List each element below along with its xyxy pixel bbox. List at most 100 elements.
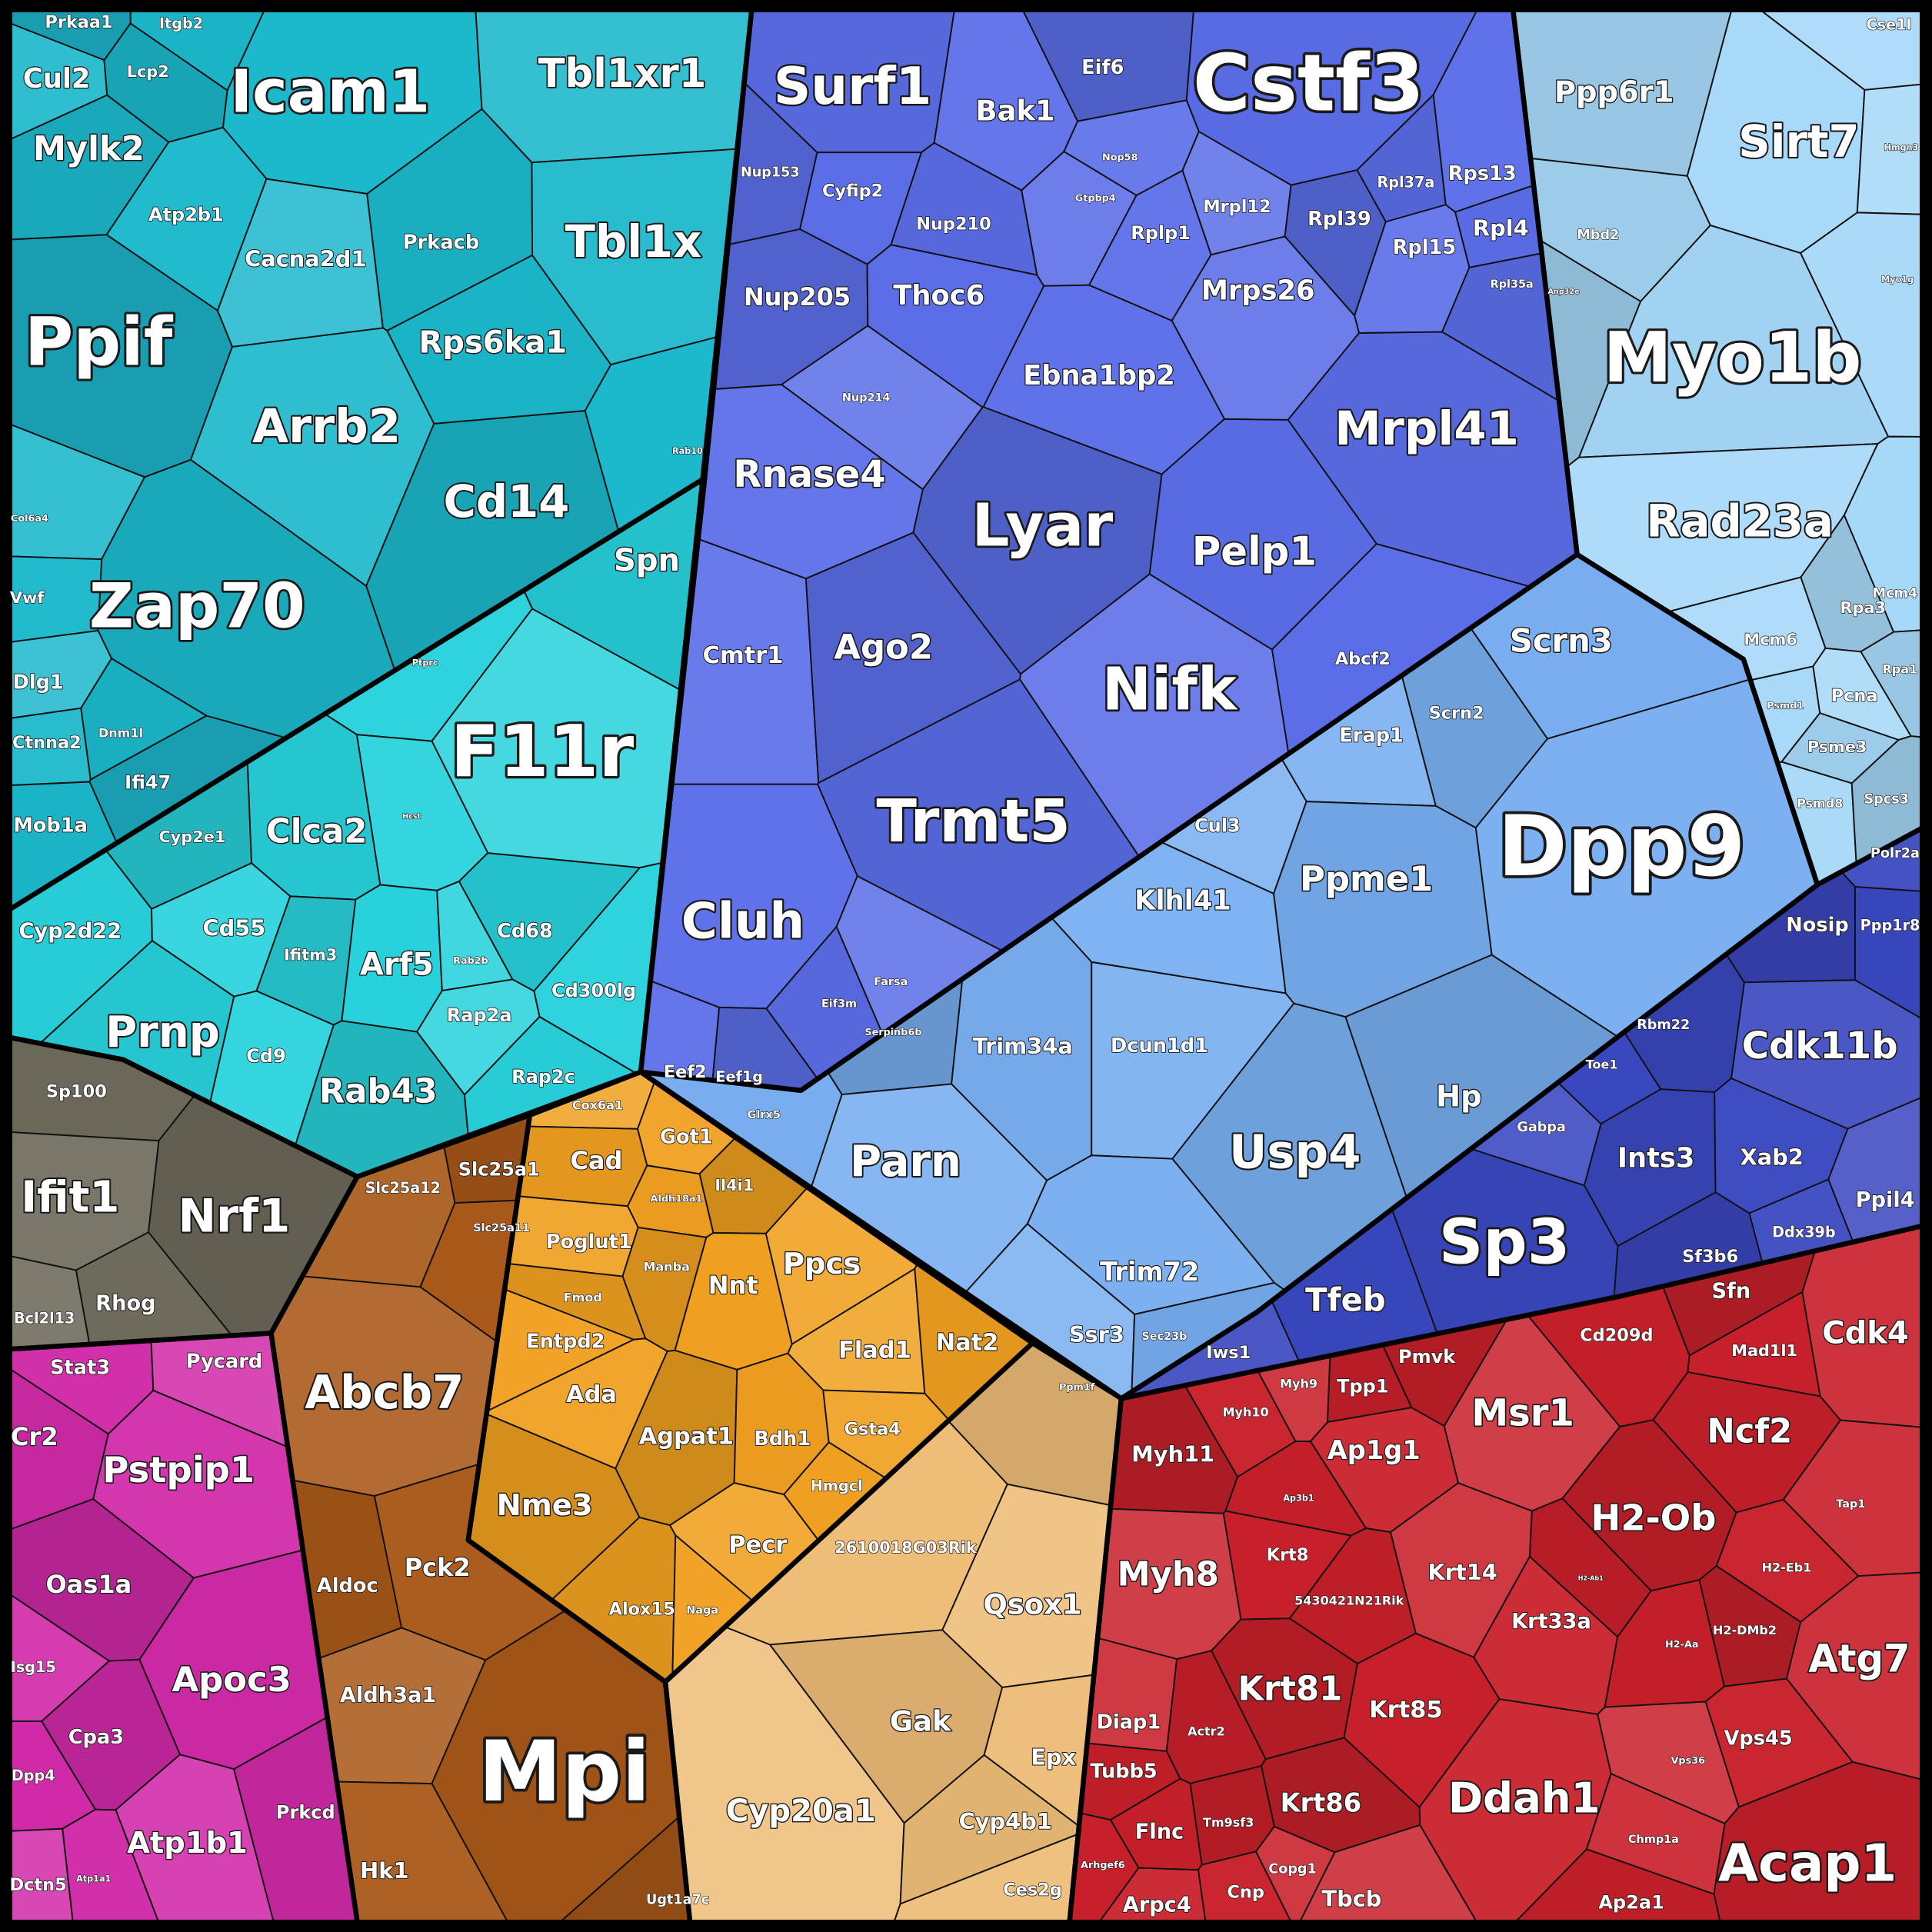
cell-label: Cyp2d22 [19,920,122,944]
cell-label: Thoc6 [893,280,984,311]
cell-label: Rps6ka1 [418,325,567,360]
cell-label: Psme3 [1807,738,1867,756]
cell-label: Nop58 [1102,152,1138,164]
cell-label: Cpa3 [68,1726,124,1749]
cell-label: Trim72 [1100,1257,1199,1287]
cell-label: Ada [566,1381,617,1408]
cell-label: Sf3b6 [1682,1247,1738,1267]
cell-label: H2-Ab1 [1578,1575,1604,1582]
cell-label: Ints3 [1617,1142,1695,1174]
cell-label: Myh9 [1280,1377,1317,1391]
cell-label: Cdk11b [1742,1024,1898,1068]
cell-label: Myh10 [1223,1404,1269,1419]
cell-label: Slc25a1 [458,1158,540,1180]
cell-label: F11r [451,710,635,793]
cell-label: Arhgef6 [1081,1860,1125,1871]
cell-label: Parn [850,1137,961,1187]
cell-label: Mcm4 [1873,586,1918,601]
cell-label: Epx [1031,1744,1076,1770]
cell-label: Usp4 [1229,1124,1361,1179]
cell-label: Cox6a1 [572,1098,623,1113]
cell-label: Xab2 [1740,1144,1804,1170]
cell-label: Mob1a [13,814,88,837]
cell-label: Nup153 [741,165,800,180]
cell-label: Vps45 [1724,1727,1793,1750]
cell-label: Dctn5 [10,1875,67,1895]
cells [8,8,1924,1924]
cell-label: Aldoc [317,1574,378,1597]
cell-label: Qsox1 [984,1587,1082,1621]
cell-label: Rab10 [672,446,703,456]
cell-label: Tubb5 [1090,1760,1157,1784]
cell-label: Cr2 [11,1422,58,1451]
cell-label: Zap70 [89,571,305,642]
cell-label: Rhog [95,1291,156,1315]
cell-label: Col6a4 [11,513,48,525]
cell-label: Nifk [1102,656,1238,724]
cell-label: Nnt [708,1271,758,1300]
cell-label: Eef1g [715,1068,763,1086]
cell-label: Hk1 [360,1857,408,1884]
cell-label: Flnc [1135,1820,1184,1844]
cell-label: Spcs3 [1864,792,1908,808]
cell-label: Dnm1l [98,726,143,741]
cell-label: Klhl41 [1134,885,1231,917]
cell-label: Itgb2 [159,15,203,32]
cell-label: Myo1b [1603,318,1861,398]
cell-label: Rnase4 [733,453,885,496]
cell-label: Abcf2 [1335,649,1391,669]
cell-label: Gabpa [1517,1120,1565,1135]
cell-label: Psmd1 [1767,700,1804,711]
cell-label: Agpat1 [639,1423,734,1450]
cell-label: Pelp1 [1192,529,1317,575]
cell-label: Tpp1 [1337,1375,1388,1397]
cell-label: Icam1 [231,58,431,127]
cell-label: Dlg1 [13,671,64,695]
cell-label: Hcst [402,813,421,821]
cell-label: Abcb7 [305,1366,464,1419]
cell-label: Arf5 [360,947,434,982]
cell-label: Atp2b1 [148,204,224,225]
cell-label: Ppme1 [1300,858,1433,899]
cell-label: 2610018G03Rik [834,1538,978,1557]
cell-label: Toe1 [1586,1058,1618,1072]
cell-label: Trmt5 [876,788,1070,856]
cell-label: Nme3 [497,1488,593,1523]
cell-label: Cnp [1227,1883,1264,1903]
cell-label: Rbm22 [1637,1018,1690,1033]
cell-label: Sec23b [1141,1331,1187,1343]
cell-label: Ctnna2 [12,733,82,753]
cell-label: Hmgcl [811,1477,863,1495]
cell-label: Tbcb [1321,1886,1381,1912]
cell-label: Dpp9 [1497,798,1745,895]
cell-label: Mrps26 [1201,275,1315,307]
cell-label: H2-DMb2 [1713,1623,1777,1637]
cell-label: Rpa1 [1882,661,1917,676]
cell-label: Nup214 [842,391,891,404]
cell-label: H2-Ob [1591,1497,1716,1539]
cell-label: Tbl1x [565,215,702,268]
cell-label: Ppm1f [1059,1381,1095,1393]
cell-label: Tbl1xr1 [538,51,707,97]
cell-label: Naga [686,1604,718,1617]
cell-label: Farsa [874,976,908,988]
cell-label: Rpa3 [1840,598,1886,617]
cell-label: Myh8 [1118,1555,1219,1594]
cell-label: Ppcs [783,1247,861,1281]
cell-label: Bdh1 [754,1427,811,1451]
cell-label: Ptprc [412,658,438,668]
cell-label: Diap1 [1097,1711,1161,1734]
cell-label: Chmp1a [1628,1834,1679,1846]
cell-label: Sp100 [46,1081,107,1101]
cell-label: Serpinb6b [864,1027,921,1038]
cell-label: Ebna1bp2 [1023,360,1175,391]
cell-label: Poglut1 [546,1231,632,1254]
cell-label: Rap2a [447,1004,512,1026]
cell-label: Atg7 [1808,1636,1910,1681]
cell-label: Prnp [105,1008,220,1058]
cell-label: Krt86 [1281,1787,1362,1817]
cell-label: Krt33a [1511,1610,1591,1634]
cell-label: Tap1 [1836,1498,1865,1511]
